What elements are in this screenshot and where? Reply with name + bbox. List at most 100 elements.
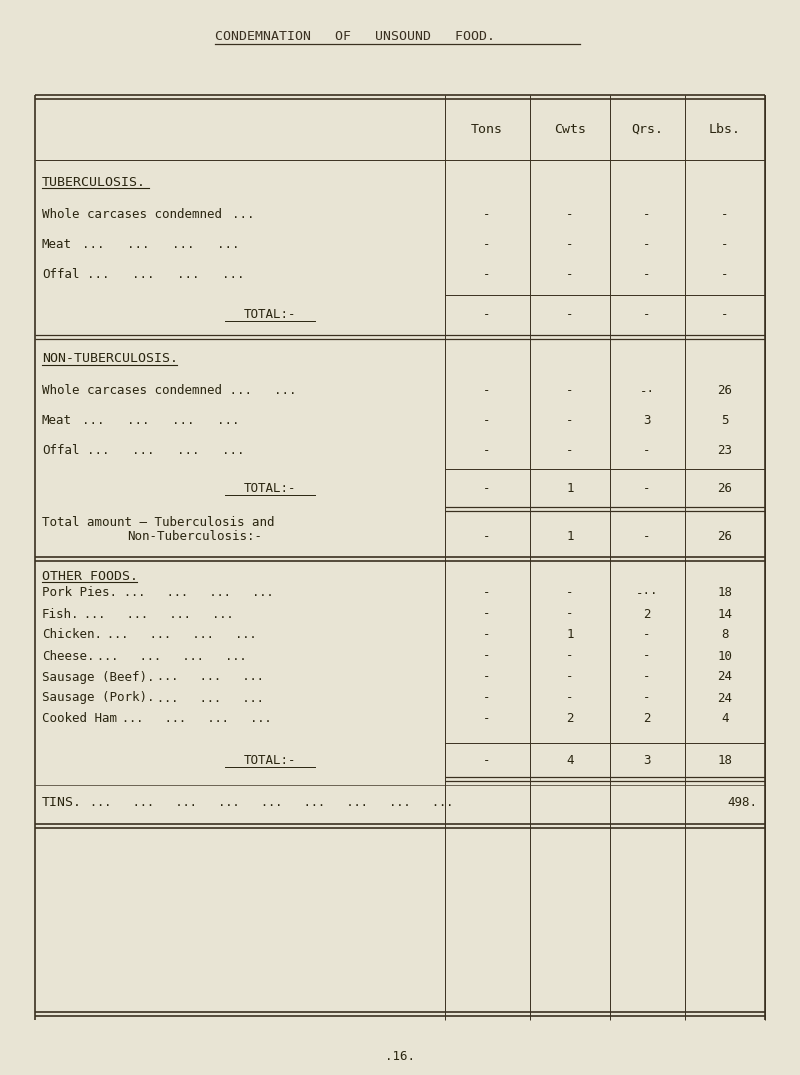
Text: ...   ...   ...   ...: ... ... ... ... [82, 239, 239, 252]
Text: -: - [722, 209, 729, 221]
Text: -: - [483, 415, 490, 428]
Text: ...   ...   ...: ... ... ... [157, 691, 264, 704]
Text: -: - [566, 607, 574, 620]
Text: -: - [483, 755, 490, 768]
Text: TOTAL:-: TOTAL:- [244, 755, 296, 768]
Text: TUBERCULOSIS.: TUBERCULOSIS. [42, 175, 146, 188]
Text: -··: -·· [636, 587, 658, 600]
Text: -: - [643, 483, 650, 496]
Text: -: - [566, 269, 574, 282]
Text: 18: 18 [718, 755, 733, 768]
Text: Non-Tuberculosis:-: Non-Tuberculosis:- [127, 530, 262, 544]
Text: -: - [483, 483, 490, 496]
Text: -: - [722, 239, 729, 252]
Text: -: - [483, 269, 490, 282]
Text: -: - [566, 385, 574, 398]
Text: Cheese.: Cheese. [42, 649, 94, 662]
Text: -: - [566, 309, 574, 321]
Text: .16.: .16. [385, 1050, 415, 1063]
Text: NON-TUBERCULOSIS.: NON-TUBERCULOSIS. [42, 353, 178, 366]
Text: 5: 5 [722, 415, 729, 428]
Text: -: - [483, 530, 490, 544]
Text: Qrs.: Qrs. [631, 123, 663, 137]
Text: -: - [566, 239, 574, 252]
Text: -: - [643, 629, 650, 642]
Text: -: - [643, 691, 650, 704]
Text: -·: -· [639, 385, 654, 398]
Text: ...   ...   ...: ... ... ... [157, 671, 264, 684]
Text: -: - [722, 269, 729, 282]
Text: 3: 3 [643, 755, 650, 768]
Text: ...   ...   ...   ...   ...   ...   ...   ...   ...: ... ... ... ... ... ... ... ... ... [90, 796, 454, 808]
Text: OTHER FOODS.: OTHER FOODS. [42, 570, 138, 583]
Text: ...   ...   ...   ...: ... ... ... ... [87, 269, 245, 282]
Text: 26: 26 [718, 530, 733, 544]
Text: -: - [566, 649, 574, 662]
Text: -: - [566, 415, 574, 428]
Text: 24: 24 [718, 671, 733, 684]
Text: -: - [643, 209, 650, 221]
Text: 3: 3 [643, 415, 650, 428]
Text: 8: 8 [722, 629, 729, 642]
Text: ...   ...   ...   ...: ... ... ... ... [107, 629, 257, 642]
Text: -: - [643, 309, 650, 321]
Text: ...   ...   ...   ...: ... ... ... ... [97, 649, 246, 662]
Text: ...: ... [274, 385, 297, 398]
Text: 1: 1 [566, 629, 574, 642]
Text: -: - [643, 671, 650, 684]
Text: -: - [643, 444, 650, 458]
Text: -: - [483, 444, 490, 458]
Text: ...   ...   ...   ...: ... ... ... ... [122, 713, 272, 726]
Text: -: - [643, 649, 650, 662]
Text: -: - [643, 239, 650, 252]
Text: TOTAL:-: TOTAL:- [244, 483, 296, 496]
Text: -: - [566, 444, 574, 458]
Text: Sausage (Beef).: Sausage (Beef). [42, 671, 154, 684]
Text: -: - [643, 269, 650, 282]
Text: TOTAL:-: TOTAL:- [244, 309, 296, 321]
Text: 18: 18 [718, 587, 733, 600]
Text: 26: 26 [718, 385, 733, 398]
Text: 2: 2 [643, 713, 650, 726]
Text: Tons: Tons [471, 123, 503, 137]
Text: -: - [483, 713, 490, 726]
Text: -: - [483, 385, 490, 398]
Text: Whole carcases condemned: Whole carcases condemned [42, 209, 222, 221]
Text: -: - [483, 209, 490, 221]
Text: Total amount – Tuberculosis and: Total amount – Tuberculosis and [42, 516, 274, 529]
Text: -: - [483, 607, 490, 620]
Text: 24: 24 [718, 691, 733, 704]
Text: -: - [566, 209, 574, 221]
Text: -: - [483, 671, 490, 684]
Text: 14: 14 [718, 607, 733, 620]
Text: 26: 26 [718, 483, 733, 496]
Text: Fish.: Fish. [42, 607, 79, 620]
Text: ...   ...   ...   ...: ... ... ... ... [124, 587, 274, 600]
Text: Sausage (Pork).: Sausage (Pork). [42, 691, 154, 704]
Text: 4: 4 [722, 713, 729, 726]
Text: 23: 23 [718, 444, 733, 458]
Text: TINS.: TINS. [42, 796, 82, 808]
Text: -: - [722, 309, 729, 321]
Text: Whole carcases condemned ...: Whole carcases condemned ... [42, 385, 252, 398]
Text: -: - [483, 691, 490, 704]
Text: 10: 10 [718, 649, 733, 662]
Text: -: - [483, 649, 490, 662]
Text: 498.: 498. [727, 796, 757, 808]
Text: Lbs.: Lbs. [709, 123, 741, 137]
Text: 2: 2 [566, 713, 574, 726]
Text: 4: 4 [566, 755, 574, 768]
Text: CONDEMNATION   OF   UNSOUND   FOOD.: CONDEMNATION OF UNSOUND FOOD. [215, 30, 495, 43]
Text: Meat: Meat [42, 239, 72, 252]
Text: 2: 2 [643, 607, 650, 620]
Text: Cwts: Cwts [554, 123, 586, 137]
Text: ...   ...   ...   ...: ... ... ... ... [84, 607, 234, 620]
Text: Chicken.: Chicken. [42, 629, 102, 642]
Text: Offal: Offal [42, 269, 79, 282]
Text: Offal: Offal [42, 444, 79, 458]
Text: ...   ...   ...   ...: ... ... ... ... [87, 444, 245, 458]
Text: -: - [566, 691, 574, 704]
Text: Pork Pies.: Pork Pies. [42, 587, 117, 600]
Text: 1: 1 [566, 530, 574, 544]
Text: Meat: Meat [42, 415, 72, 428]
